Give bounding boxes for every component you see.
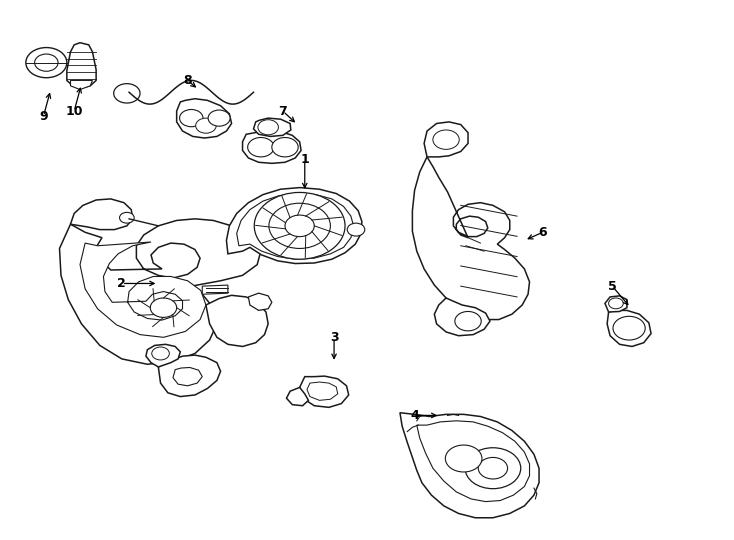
Polygon shape (286, 387, 308, 406)
Polygon shape (236, 193, 354, 259)
Ellipse shape (465, 448, 520, 489)
Ellipse shape (269, 203, 330, 248)
Polygon shape (159, 355, 221, 396)
Ellipse shape (247, 138, 274, 157)
Polygon shape (435, 298, 490, 336)
Polygon shape (307, 382, 338, 400)
Text: 10: 10 (65, 105, 83, 118)
Polygon shape (607, 310, 651, 347)
Polygon shape (70, 80, 92, 90)
Polygon shape (226, 187, 362, 264)
Text: 2: 2 (117, 277, 126, 290)
Polygon shape (146, 345, 181, 367)
Ellipse shape (455, 312, 482, 331)
Polygon shape (203, 285, 228, 294)
Polygon shape (177, 99, 231, 138)
Ellipse shape (254, 192, 345, 259)
Polygon shape (605, 296, 627, 312)
Polygon shape (424, 122, 468, 157)
Text: 3: 3 (330, 331, 338, 344)
Polygon shape (59, 219, 261, 364)
Text: 4: 4 (410, 409, 419, 422)
Text: 1: 1 (300, 153, 309, 166)
Text: 8: 8 (184, 74, 192, 87)
Text: 9: 9 (39, 110, 48, 123)
Ellipse shape (613, 316, 645, 340)
Ellipse shape (347, 223, 365, 236)
Ellipse shape (196, 118, 217, 133)
Ellipse shape (258, 120, 278, 135)
Text: 6: 6 (539, 226, 547, 239)
Polygon shape (67, 43, 96, 88)
Polygon shape (248, 293, 272, 310)
Ellipse shape (180, 110, 203, 127)
Ellipse shape (433, 130, 459, 150)
Polygon shape (299, 376, 349, 407)
Ellipse shape (150, 298, 177, 318)
Ellipse shape (285, 215, 314, 237)
Polygon shape (173, 368, 203, 386)
Ellipse shape (272, 138, 298, 157)
Polygon shape (80, 242, 206, 338)
Ellipse shape (479, 457, 508, 479)
Polygon shape (253, 118, 291, 137)
Text: 7: 7 (278, 105, 287, 118)
Polygon shape (70, 199, 133, 230)
Polygon shape (206, 295, 268, 347)
Polygon shape (242, 131, 301, 164)
Ellipse shape (152, 347, 170, 360)
Polygon shape (417, 421, 529, 502)
Ellipse shape (26, 48, 67, 78)
Ellipse shape (120, 212, 134, 223)
Ellipse shape (208, 110, 230, 126)
Ellipse shape (608, 298, 623, 309)
Polygon shape (413, 157, 529, 320)
Polygon shape (400, 413, 539, 518)
Ellipse shape (114, 84, 140, 103)
Ellipse shape (34, 54, 58, 71)
Text: 5: 5 (608, 280, 617, 293)
Ellipse shape (446, 445, 482, 472)
